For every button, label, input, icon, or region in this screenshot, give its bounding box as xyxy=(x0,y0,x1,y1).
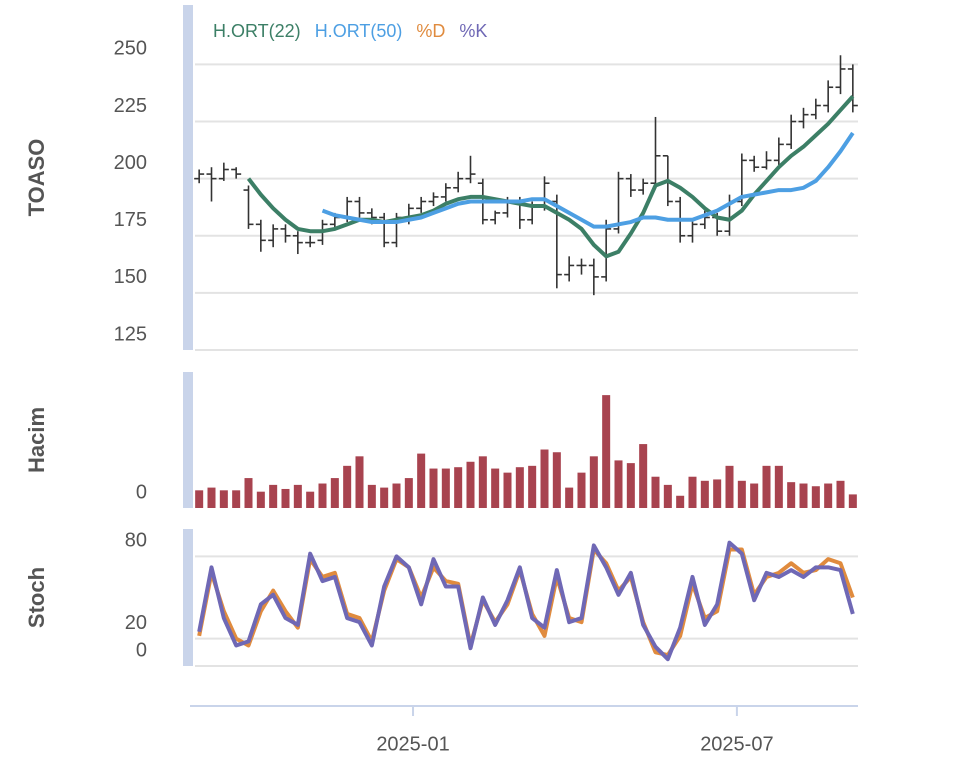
bar xyxy=(676,495,685,508)
bar xyxy=(454,467,463,508)
y-tick-label: 200 xyxy=(114,152,147,174)
bar xyxy=(663,484,672,508)
legend-entry: %K xyxy=(459,21,487,41)
bar xyxy=(540,449,549,508)
series-line xyxy=(246,95,855,259)
y-tick-label: 0 xyxy=(136,639,147,661)
bar xyxy=(626,463,635,508)
bar xyxy=(219,490,228,508)
bar xyxy=(466,461,475,508)
bar xyxy=(639,444,648,508)
axis-bar xyxy=(183,5,193,350)
bar xyxy=(503,472,512,508)
bar xyxy=(269,484,278,508)
bar xyxy=(737,480,746,508)
bar xyxy=(811,486,820,508)
bar xyxy=(552,452,561,508)
bar xyxy=(195,490,204,508)
series-line xyxy=(321,131,855,229)
y-axis-label: Hacim xyxy=(24,407,49,473)
bar xyxy=(207,487,216,508)
bar xyxy=(281,488,290,508)
legend-entry: H.ORT(22) xyxy=(213,21,301,41)
bar xyxy=(441,468,450,508)
bar xyxy=(367,484,376,508)
bar xyxy=(330,478,339,508)
y-tick-label: 80 xyxy=(125,530,147,552)
x-tick-label: 2025-01 xyxy=(376,733,449,755)
y-axis-label: Stoch xyxy=(24,567,49,628)
bar xyxy=(355,456,364,508)
y-tick-label: 225 xyxy=(114,95,147,117)
bar xyxy=(380,487,389,508)
bar xyxy=(799,483,808,508)
bar xyxy=(688,476,697,508)
bar xyxy=(491,468,500,508)
bar xyxy=(429,468,438,508)
y-tick-label: 150 xyxy=(114,266,147,288)
y-axis-label: TOASO xyxy=(24,139,49,217)
bar xyxy=(651,476,660,508)
bar xyxy=(774,465,783,508)
legend-entry: H.ORT(50) xyxy=(315,21,403,41)
bar xyxy=(565,487,574,508)
y-tick-label: 175 xyxy=(114,209,147,231)
bar xyxy=(417,453,426,508)
axis-bar xyxy=(183,529,193,666)
bar xyxy=(700,480,709,508)
bar xyxy=(232,490,241,508)
bar xyxy=(515,467,524,508)
bar xyxy=(577,472,586,508)
bar xyxy=(602,395,611,508)
x-tick-label: 2025-07 xyxy=(700,733,773,755)
axis-bar xyxy=(183,372,193,508)
y-tick-label: 250 xyxy=(114,38,147,60)
bar xyxy=(614,460,623,508)
bar xyxy=(528,465,537,508)
bar xyxy=(244,478,253,508)
bar xyxy=(343,465,352,508)
bar xyxy=(787,482,796,508)
bar xyxy=(750,483,759,508)
y-tick-label: 0 xyxy=(136,481,147,503)
bar xyxy=(318,483,327,508)
bar xyxy=(256,491,265,508)
y-tick-label: 125 xyxy=(114,323,147,345)
y-tick-label: 20 xyxy=(125,612,147,634)
bar xyxy=(589,456,598,508)
bar xyxy=(848,494,857,508)
bar xyxy=(392,483,401,508)
bar xyxy=(762,465,771,508)
legend-entry: %D xyxy=(416,21,445,41)
bar xyxy=(836,480,845,508)
bar xyxy=(713,479,722,508)
bar xyxy=(306,491,315,508)
bar xyxy=(404,478,413,508)
bar xyxy=(478,456,487,508)
bar xyxy=(293,484,302,508)
bar xyxy=(725,465,734,508)
series-line xyxy=(197,540,855,662)
bar xyxy=(824,483,833,508)
